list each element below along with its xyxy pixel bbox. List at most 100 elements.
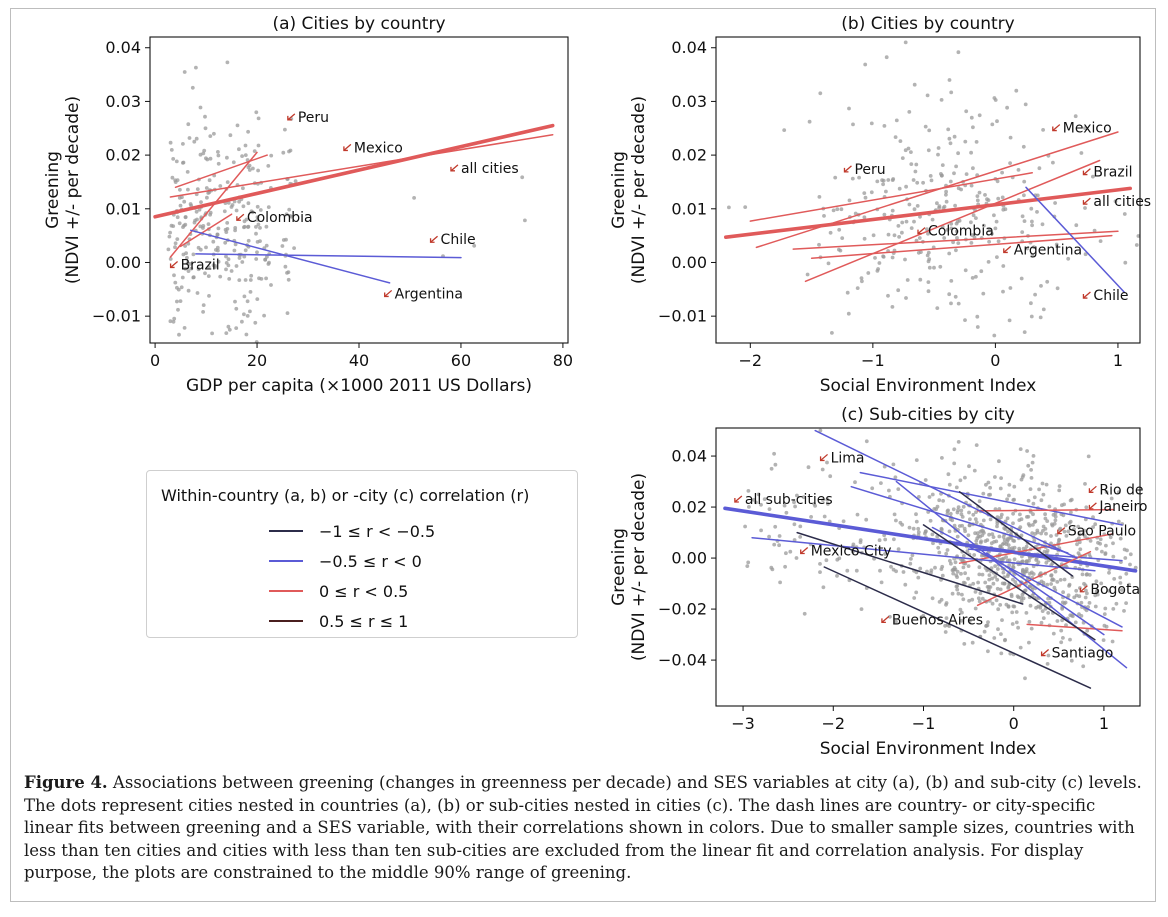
data-point <box>197 207 202 212</box>
data-point <box>809 515 813 519</box>
data-point <box>1077 532 1082 537</box>
data-point <box>966 576 970 581</box>
data-point <box>956 440 961 444</box>
data-point <box>1051 631 1056 636</box>
data-point <box>960 523 964 528</box>
x-tick-label: 1 <box>1099 714 1109 733</box>
annotation-arrow <box>430 235 438 243</box>
data-point <box>925 93 930 98</box>
data-point <box>1046 596 1050 601</box>
data-point <box>777 543 781 548</box>
annotation-arrow <box>1057 527 1066 535</box>
data-point <box>181 142 185 146</box>
data-point <box>206 265 211 270</box>
fit-line-colombia <box>804 159 1101 283</box>
data-point <box>225 221 230 225</box>
data-point <box>1072 595 1077 600</box>
data-point <box>1136 234 1140 238</box>
data-point <box>1032 538 1037 543</box>
data-point <box>167 234 172 239</box>
data-point <box>900 220 905 225</box>
data-point <box>1124 571 1129 576</box>
data-point <box>259 277 264 281</box>
data-point <box>972 468 977 473</box>
data-point <box>996 196 1001 201</box>
data-point <box>963 318 967 322</box>
data-point <box>751 497 756 502</box>
data-point <box>940 456 944 460</box>
data-point <box>201 151 206 156</box>
annotation-arrow <box>1079 585 1088 593</box>
data-point <box>266 164 271 168</box>
data-point <box>1041 616 1046 620</box>
y-axis-label-line1: Greening <box>609 151 629 229</box>
data-point <box>928 518 933 523</box>
data-point <box>921 180 925 185</box>
data-point <box>952 523 957 528</box>
y-tick-label: 0.01 <box>105 199 141 218</box>
data-point <box>1018 512 1022 517</box>
data-point <box>1003 527 1008 531</box>
data-point <box>981 291 986 296</box>
data-point <box>859 607 864 611</box>
data-point <box>968 517 972 522</box>
data-point <box>946 127 951 132</box>
data-point <box>992 636 997 640</box>
data-point <box>1025 449 1029 453</box>
data-point <box>914 512 918 517</box>
annotation-label: all cities <box>461 161 519 177</box>
data-point <box>909 162 914 167</box>
data-point <box>246 238 251 243</box>
data-point <box>1029 476 1034 480</box>
data-point <box>215 232 220 237</box>
annotation-arrowhead <box>169 263 175 269</box>
annotation-label: Mexico <box>354 140 403 156</box>
data-point <box>1016 595 1021 600</box>
data-point <box>908 561 913 566</box>
data-point <box>914 519 919 524</box>
data-point <box>956 151 960 156</box>
data-point <box>1004 555 1008 559</box>
data-point <box>873 256 877 260</box>
data-point <box>914 590 919 595</box>
data-point <box>223 240 228 245</box>
data-point <box>208 134 213 139</box>
data-point <box>248 290 253 294</box>
data-point <box>1118 575 1123 580</box>
data-point <box>986 260 991 264</box>
data-point <box>218 274 223 279</box>
data-point <box>244 217 249 222</box>
data-point <box>1006 586 1011 590</box>
data-point <box>818 562 822 566</box>
x-tick-label: −2 <box>821 714 845 733</box>
panel-title-c: (c) Sub-cities by city <box>841 405 1015 425</box>
data-point <box>1111 607 1116 611</box>
y-axis-label-c: Greening (NDVI +/- per decade) <box>609 473 649 661</box>
data-point <box>1098 537 1103 542</box>
data-point <box>1104 490 1109 494</box>
data-point <box>1079 151 1084 155</box>
data-point <box>897 186 902 191</box>
data-point <box>944 189 948 194</box>
data-point <box>194 136 199 141</box>
data-point <box>201 303 206 307</box>
data-point <box>975 194 980 199</box>
data-point <box>972 553 977 557</box>
data-point <box>983 193 987 197</box>
data-point <box>986 198 991 203</box>
data-point <box>204 245 208 250</box>
data-point <box>917 495 921 499</box>
data-point <box>980 533 985 538</box>
data-point <box>201 224 206 228</box>
data-point <box>956 50 961 55</box>
data-point <box>987 532 991 537</box>
annotation-label: all cities <box>1093 194 1151 210</box>
data-point <box>858 540 863 545</box>
data-point <box>1014 610 1019 614</box>
data-point <box>1122 212 1127 216</box>
data-point <box>967 464 971 469</box>
data-point <box>1102 623 1107 628</box>
data-point <box>1055 580 1060 584</box>
data-point <box>1114 601 1119 606</box>
y-tick-label: −0.04 <box>658 651 707 670</box>
